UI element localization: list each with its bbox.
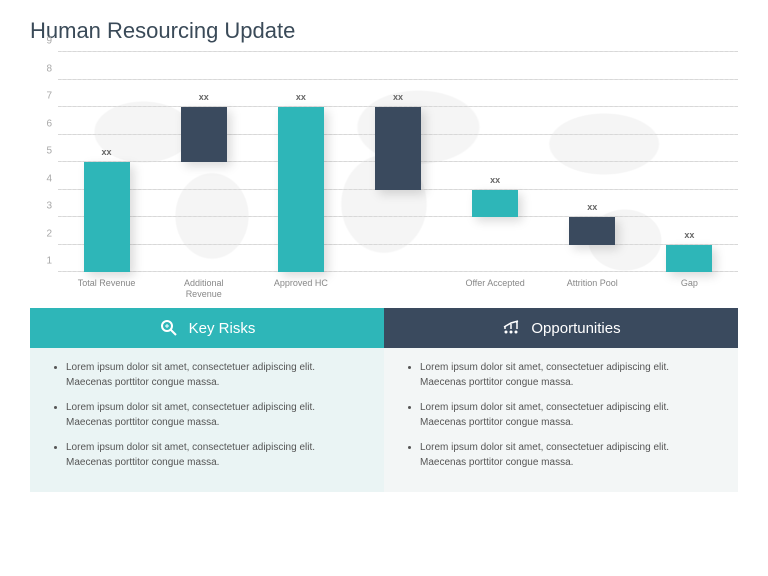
opportunities-body: Lorem ipsum dolor sit amet, consectetuer… — [384, 348, 738, 492]
bar: xx — [666, 245, 712, 273]
key-risks-body: Lorem ipsum dolor sit amet, consectetuer… — [30, 348, 384, 492]
bar: xx — [375, 107, 421, 190]
y-tick: 1 — [36, 256, 52, 267]
y-tick: 6 — [36, 118, 52, 129]
bar: xx — [569, 217, 615, 245]
bar-value-label: xx — [296, 92, 306, 102]
bar-slot: xx — [155, 52, 252, 272]
x-label: AdditionalRevenue — [155, 274, 252, 302]
opportunities-list: Lorem ipsum dolor sit amet, consectetuer… — [406, 360, 716, 470]
key-risks-panel: Key Risks Lorem ipsum dolor sit amet, co… — [30, 308, 384, 492]
bar-slot: xx — [447, 52, 544, 272]
panels-row: Key Risks Lorem ipsum dolor sit amet, co… — [30, 308, 738, 492]
waterfall-chart: 123456789 xxxxxxxxxxxxxx Total RevenueAd… — [58, 52, 738, 302]
list-item: Lorem ipsum dolor sit amet, consectetuer… — [420, 400, 716, 430]
list-item: Lorem ipsum dolor sit amet, consectetuer… — [66, 400, 362, 430]
y-tick: 2 — [36, 228, 52, 239]
x-label: Gap — [641, 274, 738, 302]
opportunities-header: Opportunities — [384, 308, 738, 348]
bar-value-label: xx — [199, 92, 209, 102]
bar-slot: xx — [641, 52, 738, 272]
page-title: Human Resourcing Update — [30, 18, 738, 44]
bar-value-label: xx — [393, 92, 403, 102]
key-risks-list: Lorem ipsum dolor sit amet, consectetuer… — [52, 360, 362, 470]
key-risks-header: Key Risks — [30, 308, 384, 348]
x-label — [349, 274, 446, 302]
bar-slot: xx — [544, 52, 641, 272]
bar-value-label: xx — [587, 202, 597, 212]
bar: xx — [181, 107, 227, 162]
x-label: Attrition Pool — [544, 274, 641, 302]
bar-value-label: xx — [490, 175, 500, 185]
search-icon — [159, 318, 179, 338]
x-axis: Total RevenueAdditionalRevenueApproved H… — [58, 274, 738, 302]
bar-slot: xx — [349, 52, 446, 272]
y-tick: 4 — [36, 173, 52, 184]
list-item: Lorem ipsum dolor sit amet, consectetuer… — [66, 360, 362, 390]
key-risks-title: Key Risks — [189, 320, 256, 337]
x-label: Total Revenue — [58, 274, 155, 302]
bar: xx — [278, 107, 324, 272]
bar-slot: xx — [252, 52, 349, 272]
y-tick: 5 — [36, 146, 52, 157]
growth-icon — [501, 318, 521, 338]
x-label: Approved HC — [252, 274, 349, 302]
x-label: Offer Accepted — [447, 274, 544, 302]
slide: Human Resourcing Update 123456789 xxxxxx… — [0, 0, 768, 576]
y-tick: 8 — [36, 63, 52, 74]
opportunities-panel: Opportunities Lorem ipsum dolor sit amet… — [384, 308, 738, 492]
bar: xx — [84, 162, 130, 272]
list-item: Lorem ipsum dolor sit amet, consectetuer… — [420, 360, 716, 390]
opportunities-title: Opportunities — [531, 320, 620, 337]
bar-value-label: xx — [102, 147, 112, 157]
bar-slot: xx — [58, 52, 155, 272]
bar-value-label: xx — [684, 230, 694, 240]
bars-container: xxxxxxxxxxxxxx — [58, 52, 738, 272]
y-tick: 7 — [36, 91, 52, 102]
list-item: Lorem ipsum dolor sit amet, consectetuer… — [66, 440, 362, 470]
y-tick: 3 — [36, 201, 52, 212]
list-item: Lorem ipsum dolor sit amet, consectetuer… — [420, 440, 716, 470]
y-tick: 9 — [36, 36, 52, 47]
bar: xx — [472, 190, 518, 218]
y-axis: 123456789 — [36, 52, 56, 272]
